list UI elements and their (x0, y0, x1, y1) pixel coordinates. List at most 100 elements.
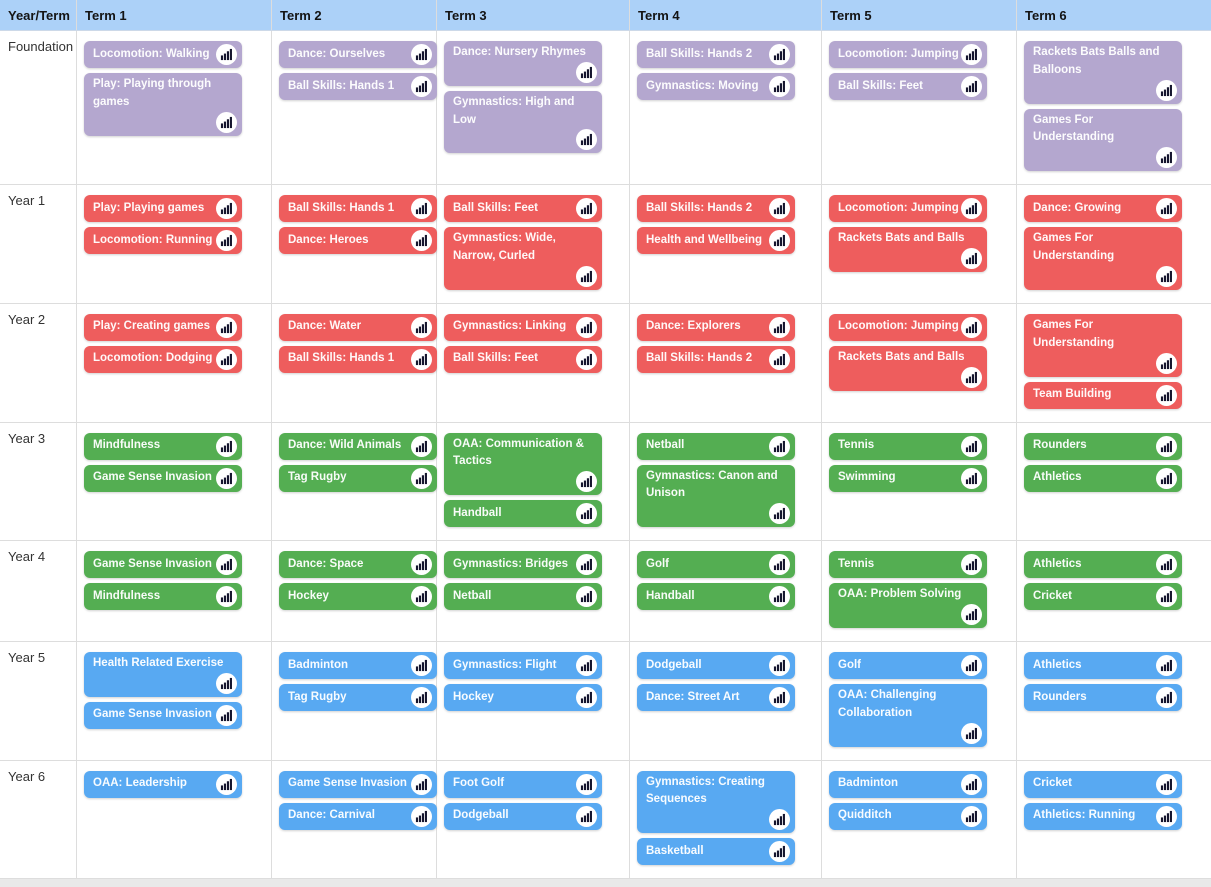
unit-pill[interactable]: OAA: Leadership (84, 770, 242, 798)
unit-pill[interactable]: Game Sense Invasion (84, 464, 242, 492)
bar-chart-icon[interactable] (216, 467, 237, 489)
unit-pill[interactable]: Gymnastics: Creating Sequences (637, 770, 795, 834)
unit-pill[interactable]: Dodgeball (637, 651, 795, 679)
bar-chart-icon[interactable] (576, 773, 597, 795)
bar-chart-icon[interactable] (961, 198, 982, 220)
unit-pill[interactable]: Gymnastics: Flight (444, 651, 602, 679)
bar-chart-icon[interactable] (216, 44, 237, 65)
bar-chart-icon[interactable] (769, 348, 790, 370)
unit-pill[interactable]: Locomotion: Jumping (829, 195, 987, 223)
bar-chart-icon[interactable] (961, 44, 982, 65)
bar-chart-icon[interactable] (961, 467, 982, 489)
bar-chart-icon[interactable] (216, 230, 237, 252)
bar-chart-icon[interactable] (769, 503, 790, 525)
bar-chart-icon[interactable] (769, 686, 790, 708)
unit-pill[interactable]: Rackets Bats Balls and Balloons (1024, 41, 1182, 104)
bar-chart-icon[interactable] (576, 348, 597, 370)
unit-pill[interactable]: Rounders (1024, 432, 1182, 460)
unit-pill[interactable]: Games For Understanding (1024, 108, 1182, 172)
unit-pill[interactable]: Cricket (1024, 583, 1182, 611)
unit-pill[interactable]: OAA: Problem Solving (829, 583, 987, 628)
bar-chart-icon[interactable] (769, 841, 790, 863)
unit-pill[interactable]: Team Building (1024, 381, 1182, 409)
bar-chart-icon[interactable] (1156, 79, 1177, 101)
bar-chart-icon[interactable] (1156, 467, 1177, 489)
unit-pill[interactable]: Game Sense Invasion (279, 770, 437, 798)
unit-pill[interactable]: Games For Understanding (1024, 313, 1182, 377)
bar-chart-icon[interactable] (216, 554, 237, 576)
unit-pill[interactable]: Dance: Ourselves (279, 41, 437, 68)
bar-chart-icon[interactable] (769, 198, 790, 220)
unit-pill[interactable]: Health Related Exercise (84, 651, 242, 697)
unit-pill[interactable]: Gymnastics: Canon and Unison (637, 464, 795, 528)
bar-chart-icon[interactable] (769, 554, 790, 576)
unit-pill[interactable]: Ball Skills: Feet (829, 73, 987, 100)
unit-pill[interactable]: Gymnastics: Moving (637, 73, 795, 100)
bar-chart-icon[interactable] (576, 805, 597, 827)
unit-pill[interactable]: Tennis (829, 432, 987, 460)
unit-pill[interactable]: Tag Rugby (279, 683, 437, 711)
unit-pill[interactable]: Gymnastics: Bridges (444, 551, 602, 579)
bar-chart-icon[interactable] (576, 471, 597, 493)
bar-chart-icon[interactable] (961, 76, 982, 97)
bar-chart-icon[interactable] (216, 672, 237, 694)
unit-pill[interactable]: Dodgeball (444, 802, 602, 830)
unit-pill[interactable]: Locomotion: Jumping (829, 313, 987, 341)
bar-chart-icon[interactable] (411, 435, 432, 457)
bar-chart-icon[interactable] (216, 316, 237, 338)
bar-chart-icon[interactable] (216, 704, 237, 726)
bar-chart-icon[interactable] (576, 554, 597, 576)
unit-pill[interactable]: Hockey (279, 583, 437, 611)
bar-chart-icon[interactable] (769, 44, 790, 65)
unit-pill[interactable]: Game Sense Invasion (84, 701, 242, 729)
bar-chart-icon[interactable] (216, 198, 237, 220)
bar-chart-icon[interactable] (1156, 773, 1177, 795)
unit-pill[interactable]: Netball (444, 583, 602, 611)
bar-chart-icon[interactable] (576, 654, 597, 676)
unit-pill[interactable]: OAA: Communication & Tactics (444, 432, 602, 496)
bar-chart-icon[interactable] (576, 265, 597, 287)
bar-chart-icon[interactable] (411, 586, 432, 608)
bar-chart-icon[interactable] (576, 686, 597, 708)
unit-pill[interactable]: Locomotion: Dodging (84, 345, 242, 373)
bar-chart-icon[interactable] (961, 773, 982, 795)
unit-pill[interactable]: Play: Playing through games (84, 73, 242, 136)
unit-pill[interactable]: Athletics (1024, 651, 1182, 679)
bar-chart-icon[interactable] (769, 809, 790, 831)
unit-pill[interactable]: Play: Playing games (84, 195, 242, 223)
bar-chart-icon[interactable] (411, 44, 432, 65)
unit-pill[interactable]: Locomotion: Walking (84, 41, 242, 68)
bar-chart-icon[interactable] (576, 503, 597, 525)
bar-chart-icon[interactable] (411, 554, 432, 576)
unit-pill[interactable]: Ball Skills: Hands 1 (279, 73, 437, 100)
bar-chart-icon[interactable] (1156, 352, 1177, 374)
bar-chart-icon[interactable] (769, 316, 790, 338)
bar-chart-icon[interactable] (769, 230, 790, 252)
unit-pill[interactable]: Mindfulness (84, 583, 242, 611)
unit-pill[interactable]: Dance: Heroes (279, 227, 437, 255)
unit-pill[interactable]: Dance: Nursery Rhymes (444, 41, 602, 86)
unit-pill[interactable]: Dance: Space (279, 551, 437, 579)
unit-pill[interactable]: Badminton (279, 651, 437, 679)
unit-pill[interactable]: Netball (637, 432, 795, 460)
bar-chart-icon[interactable] (576, 129, 597, 151)
unit-pill[interactable]: Ball Skills: Hands 1 (279, 345, 437, 373)
bar-chart-icon[interactable] (1156, 147, 1177, 169)
unit-pill[interactable]: OAA: Challenging Collaboration (829, 683, 987, 747)
bar-chart-icon[interactable] (1156, 654, 1177, 676)
bar-chart-icon[interactable] (576, 198, 597, 220)
unit-pill[interactable]: Play: Creating games (84, 313, 242, 341)
bar-chart-icon[interactable] (769, 76, 790, 97)
bar-chart-icon[interactable] (1156, 198, 1177, 220)
unit-pill[interactable]: Games For Understanding (1024, 227, 1182, 290)
unit-pill[interactable]: Hockey (444, 683, 602, 711)
unit-pill[interactable]: Rounders (1024, 683, 1182, 711)
unit-pill[interactable]: Cricket (1024, 770, 1182, 798)
unit-pill[interactable]: Basketball (637, 838, 795, 866)
bar-chart-icon[interactable] (216, 773, 237, 795)
unit-pill[interactable]: Gymnastics: High and Low (444, 90, 602, 154)
unit-pill[interactable]: Golf (829, 651, 987, 679)
bar-chart-icon[interactable] (411, 348, 432, 370)
bar-chart-icon[interactable] (961, 435, 982, 457)
bar-chart-icon[interactable] (411, 230, 432, 252)
